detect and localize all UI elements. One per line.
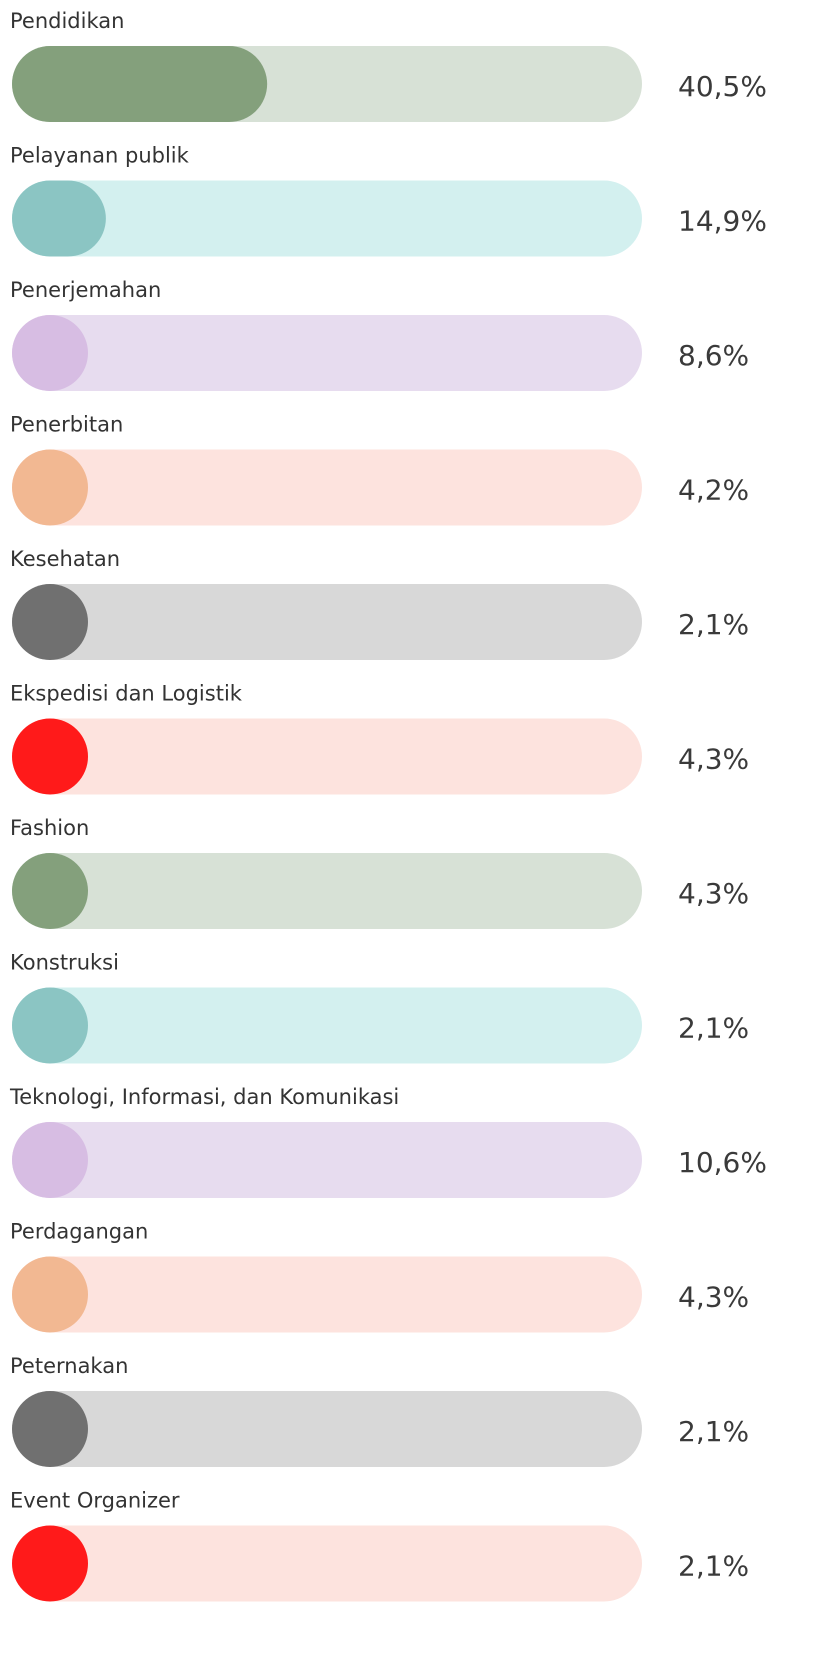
category-label: Peternakan <box>10 1354 128 1378</box>
value-label: 40,5% <box>678 70 767 103</box>
category-label: Fashion <box>10 816 89 840</box>
value-label: 14,9% <box>678 205 767 238</box>
category-label: Pelayanan publik <box>10 144 190 168</box>
bar <box>12 449 88 526</box>
bar-track <box>12 180 642 257</box>
bar <box>12 180 106 257</box>
bar-track <box>12 1525 642 1602</box>
value-label: 4,3% <box>678 1281 749 1314</box>
bar-track <box>12 584 642 660</box>
value-label: 10,6% <box>678 1146 767 1179</box>
value-label: 2,1% <box>678 1415 749 1448</box>
bar <box>12 1256 88 1333</box>
bar <box>12 1391 88 1467</box>
bar-track <box>12 1391 642 1467</box>
category-label: Pendidikan <box>10 9 124 33</box>
value-label: 2,1% <box>678 1012 749 1045</box>
category-label: Perdagangan <box>10 1220 148 1244</box>
value-label: 2,1% <box>678 608 749 641</box>
bar-track <box>12 853 642 929</box>
bar <box>12 584 88 660</box>
category-label: Konstruksi <box>10 951 119 975</box>
bar-track <box>12 987 642 1064</box>
value-label: 4,3% <box>678 743 749 776</box>
category-label: Penerbitan <box>10 413 123 437</box>
bar <box>12 987 88 1064</box>
bar-track <box>12 315 642 391</box>
category-label: Ekspedisi dan Logistik <box>10 682 243 706</box>
value-label: 4,3% <box>678 877 749 910</box>
bar <box>12 1122 88 1198</box>
bar <box>12 46 268 122</box>
bar <box>12 1525 88 1602</box>
value-label: 8,6% <box>678 339 749 372</box>
value-label: 2,1% <box>678 1550 749 1583</box>
bar <box>12 718 88 795</box>
value-label: 4,2% <box>678 474 749 507</box>
category-label: Teknologi, Informasi, dan Komunikasi <box>9 1085 399 1109</box>
bar-track <box>12 1256 642 1333</box>
category-label: Event Organizer <box>10 1489 180 1513</box>
category-label: Penerjemahan <box>10 278 161 302</box>
bar <box>12 853 88 929</box>
bar-track <box>12 1122 642 1198</box>
bar-track <box>12 718 642 795</box>
bar-track <box>12 449 642 526</box>
category-label: Kesehatan <box>10 547 120 571</box>
bar <box>12 315 88 391</box>
